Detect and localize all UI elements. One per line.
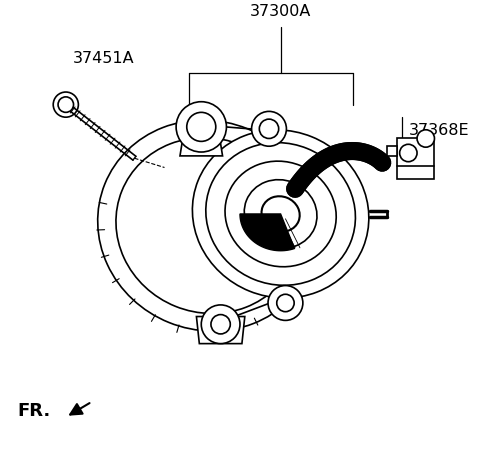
Circle shape bbox=[400, 144, 417, 162]
Circle shape bbox=[187, 112, 216, 141]
Ellipse shape bbox=[116, 138, 300, 313]
Circle shape bbox=[277, 294, 294, 312]
Circle shape bbox=[176, 102, 227, 152]
Circle shape bbox=[268, 285, 303, 320]
Text: 37368E: 37368E bbox=[409, 124, 470, 138]
Bar bbox=[397, 138, 433, 179]
Ellipse shape bbox=[262, 196, 300, 232]
Circle shape bbox=[417, 130, 434, 147]
Ellipse shape bbox=[225, 161, 336, 267]
Polygon shape bbox=[240, 214, 295, 251]
Polygon shape bbox=[196, 317, 245, 344]
Text: 37451A: 37451A bbox=[72, 51, 134, 66]
Ellipse shape bbox=[192, 130, 369, 298]
Circle shape bbox=[259, 119, 279, 138]
Ellipse shape bbox=[244, 179, 317, 248]
Text: 37300A: 37300A bbox=[250, 5, 312, 19]
Text: FR.: FR. bbox=[17, 402, 51, 420]
Circle shape bbox=[201, 305, 240, 344]
Circle shape bbox=[252, 111, 287, 146]
Circle shape bbox=[53, 92, 78, 117]
Ellipse shape bbox=[98, 120, 318, 331]
Ellipse shape bbox=[206, 143, 355, 285]
Circle shape bbox=[58, 97, 73, 112]
Circle shape bbox=[211, 315, 230, 334]
Bar bbox=[387, 146, 397, 156]
Polygon shape bbox=[180, 132, 223, 156]
